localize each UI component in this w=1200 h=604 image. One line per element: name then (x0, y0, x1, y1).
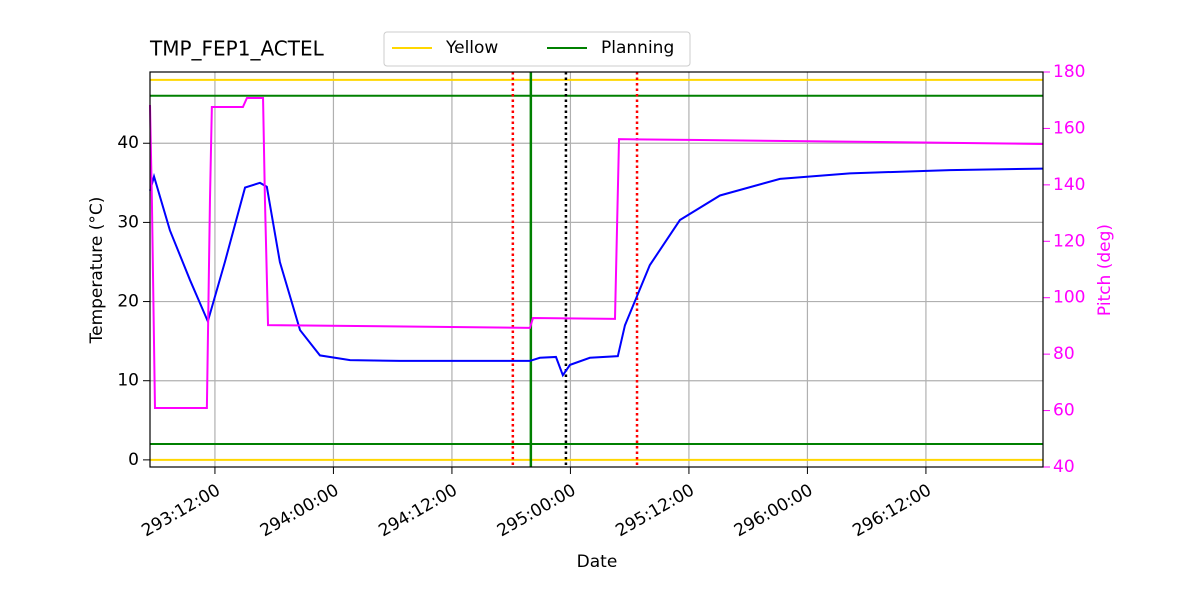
x-tick-label: 296:12:00 (849, 480, 934, 541)
y2-tick-label: 120 (1053, 231, 1085, 251)
y-tick-label: 0 (128, 450, 139, 470)
y2-tick-label: 60 (1053, 401, 1075, 421)
y-axis-label: Temperature (°C) (87, 197, 107, 345)
legend-box (383, 31, 691, 67)
y-tick-label: 10 (117, 371, 139, 391)
y-tick-label: 40 (117, 133, 139, 153)
y2-tick-label: 140 (1053, 175, 1085, 195)
legend-label: Yellow (445, 38, 498, 58)
x-tick-label: 295:00:00 (494, 480, 579, 541)
y-tick-label: 30 (117, 212, 139, 232)
x-tick-label: 293:12:00 (138, 480, 223, 541)
chart-title: TMP_FEP1_ACTEL (149, 37, 325, 61)
y2-tick-label: 100 (1053, 288, 1085, 308)
plot-frame (149, 71, 1044, 468)
y-tick-label: 20 (117, 292, 139, 312)
legend-label: Planning (601, 38, 674, 58)
x-tick-label: 295:12:00 (612, 480, 697, 541)
x-axis-label: Date (577, 552, 618, 572)
y2-tick-label: 40 (1053, 457, 1075, 477)
data-line (149, 96, 1044, 410)
y2-axis-label: Pitch (deg) (1095, 224, 1115, 316)
x-tick-label: 294:00:00 (257, 480, 342, 541)
data-line (149, 167, 1044, 378)
x-tick-label: 294:12:00 (375, 480, 460, 541)
y2-tick-label: 160 (1053, 118, 1085, 138)
y2-tick-label: 180 (1053, 62, 1085, 82)
y2-tick-label: 80 (1053, 344, 1075, 364)
x-tick-label: 296:00:00 (731, 480, 816, 541)
